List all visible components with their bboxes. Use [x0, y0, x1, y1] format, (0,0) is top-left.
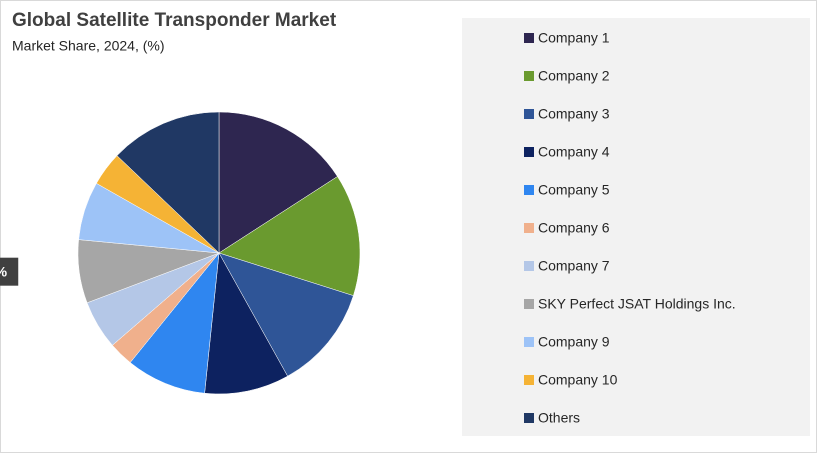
- pie-slice: [218, 176, 361, 296]
- legend-label: Company 7: [538, 258, 610, 274]
- pie-slice: [204, 252, 288, 395]
- legend-swatch: [524, 71, 534, 81]
- legend-label: Company 5: [538, 182, 610, 198]
- legend-label: Company 6: [538, 220, 610, 236]
- legend-swatch: [524, 147, 534, 157]
- legend-label: Company 4: [538, 144, 610, 160]
- legend-swatch: [524, 33, 534, 43]
- legend-label: Company 1: [538, 30, 610, 46]
- legend-label: Company 9: [538, 334, 610, 350]
- legend-label: Company 2: [538, 68, 610, 84]
- pie-slice: [218, 111, 338, 254]
- legend-swatch: [524, 413, 534, 423]
- legend-swatch: [524, 109, 534, 119]
- pie-slice: [218, 252, 354, 377]
- legend-label: Company 3: [538, 106, 610, 122]
- chart-subtitle: Market Share, 2024, (%): [12, 38, 165, 54]
- data-label-box: [0, 257, 19, 286]
- legend-swatch: [524, 261, 534, 271]
- pie-slice: [116, 111, 220, 254]
- legend-swatch: [524, 337, 534, 347]
- legend-swatch: [524, 223, 534, 233]
- legend-swatch: [524, 299, 534, 309]
- legend-label: SKY Perfect JSAT Holdings Inc.: [538, 296, 736, 312]
- legend-swatch: [524, 185, 534, 195]
- data-label: 7.25%: [0, 263, 8, 279]
- legend-box: [462, 18, 810, 436]
- legend-label: Others: [538, 410, 580, 426]
- chart-title: Global Satellite Transponder Market: [12, 10, 337, 31]
- legend-label: Company 10: [538, 372, 618, 388]
- pie-slice: [129, 252, 220, 394]
- legend-swatch: [524, 375, 534, 385]
